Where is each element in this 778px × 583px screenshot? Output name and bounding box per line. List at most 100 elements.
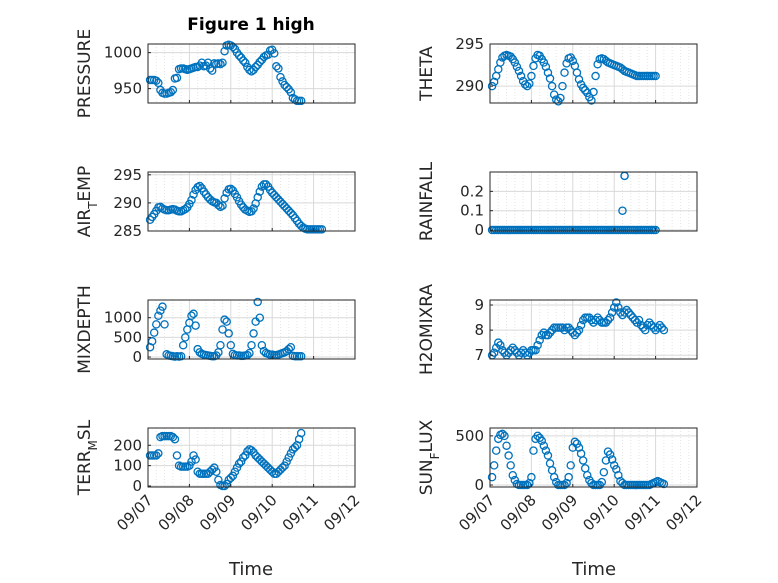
data-point xyxy=(178,340,188,350)
data-point xyxy=(510,58,520,67)
data-point xyxy=(158,302,167,311)
data-point xyxy=(572,328,582,337)
data-point xyxy=(583,88,592,98)
data-point xyxy=(564,472,573,482)
data-point xyxy=(189,451,198,460)
data-point xyxy=(543,451,553,460)
data-point xyxy=(214,200,223,210)
data-point xyxy=(570,330,580,340)
x-tick-label: 09/08 xyxy=(155,491,198,534)
data-point xyxy=(234,51,244,60)
data-point xyxy=(541,62,551,72)
data-point xyxy=(568,56,578,66)
data-point xyxy=(317,225,327,234)
data-point xyxy=(601,56,611,66)
data-point xyxy=(560,480,569,490)
data-point xyxy=(220,315,229,324)
data-point xyxy=(541,446,551,455)
x-tick-label: 09/10 xyxy=(237,491,280,534)
data-point xyxy=(659,325,669,335)
data-point xyxy=(558,323,567,332)
data-point xyxy=(634,315,644,325)
data-point xyxy=(591,71,600,81)
data-point xyxy=(230,467,240,476)
data-point xyxy=(593,59,602,69)
data-point xyxy=(589,87,598,97)
data-point xyxy=(226,184,236,194)
data-point xyxy=(296,351,306,361)
data-point xyxy=(249,329,258,338)
data-point xyxy=(145,342,155,352)
data-point xyxy=(191,321,200,330)
data-point xyxy=(508,470,518,480)
data-point xyxy=(547,81,557,91)
y-tick-label: 295 xyxy=(113,166,142,184)
data-point xyxy=(638,323,648,332)
data-point xyxy=(238,453,248,462)
data-point xyxy=(537,436,547,446)
data-point xyxy=(545,328,555,337)
data-point xyxy=(245,348,254,358)
y-tick-label: 295 xyxy=(455,35,484,53)
plot-area xyxy=(148,428,355,487)
y-tick-label: 8 xyxy=(474,321,484,339)
data-point xyxy=(296,428,306,438)
y-tick-label: 285 xyxy=(113,222,142,240)
data-point xyxy=(574,443,584,452)
data-point xyxy=(152,76,161,85)
data-point xyxy=(527,472,536,482)
x-axis-label-left: Time xyxy=(228,559,273,580)
data-point xyxy=(195,181,204,191)
data-point xyxy=(253,193,262,202)
data-point xyxy=(241,451,250,460)
data-point xyxy=(537,330,547,340)
y-tick-label: 290 xyxy=(455,77,484,95)
data-point xyxy=(574,75,584,84)
y-tick-label: 0.1 xyxy=(460,202,484,220)
data-point xyxy=(657,323,667,332)
data-point xyxy=(253,297,262,307)
y-tick-label: 0 xyxy=(132,348,142,366)
data-point xyxy=(218,325,227,334)
data-point xyxy=(172,73,182,83)
data-point xyxy=(166,87,176,97)
x-tick-label: 09/08 xyxy=(497,491,540,534)
data-point xyxy=(487,81,497,91)
y-tick-label: 7 xyxy=(474,346,484,364)
data-point xyxy=(286,449,296,458)
data-point xyxy=(276,72,285,82)
data-point xyxy=(618,206,627,215)
y-axis-label: THETA xyxy=(417,46,437,102)
data-point xyxy=(243,447,252,456)
subplot-theta: 290 295 THETA xyxy=(417,35,698,106)
data-point xyxy=(523,480,532,490)
x-axis-label-right: Time xyxy=(571,559,616,580)
subplot-rainfall: 00.1 0.2 RAINFALL xyxy=(417,161,698,241)
y-tick-label: 1000 xyxy=(104,44,142,62)
data-point xyxy=(257,182,267,191)
data-point xyxy=(212,467,221,476)
data-point xyxy=(216,59,225,69)
data-point xyxy=(278,463,287,472)
data-point xyxy=(502,441,511,450)
data-point xyxy=(149,328,159,337)
data-point xyxy=(651,225,660,235)
x-tick-label: 09/09 xyxy=(196,491,239,534)
data-point xyxy=(543,68,553,77)
data-point xyxy=(539,441,549,450)
y-axis-label: H2OMIXRA xyxy=(417,284,437,375)
data-point xyxy=(491,446,501,455)
data-point xyxy=(224,329,233,338)
y-tick-label: 0 xyxy=(474,476,484,494)
data-point xyxy=(601,318,611,327)
y-axis-label: SUNFLUX xyxy=(417,419,442,495)
data-point xyxy=(574,325,584,335)
data-point xyxy=(205,64,215,73)
data-series xyxy=(145,428,306,491)
x-tick-label: 09/12 xyxy=(320,491,363,534)
data-point xyxy=(525,79,534,88)
data-point xyxy=(185,461,194,470)
data-point xyxy=(236,457,246,466)
data-point xyxy=(516,71,526,81)
data-point xyxy=(636,320,646,330)
